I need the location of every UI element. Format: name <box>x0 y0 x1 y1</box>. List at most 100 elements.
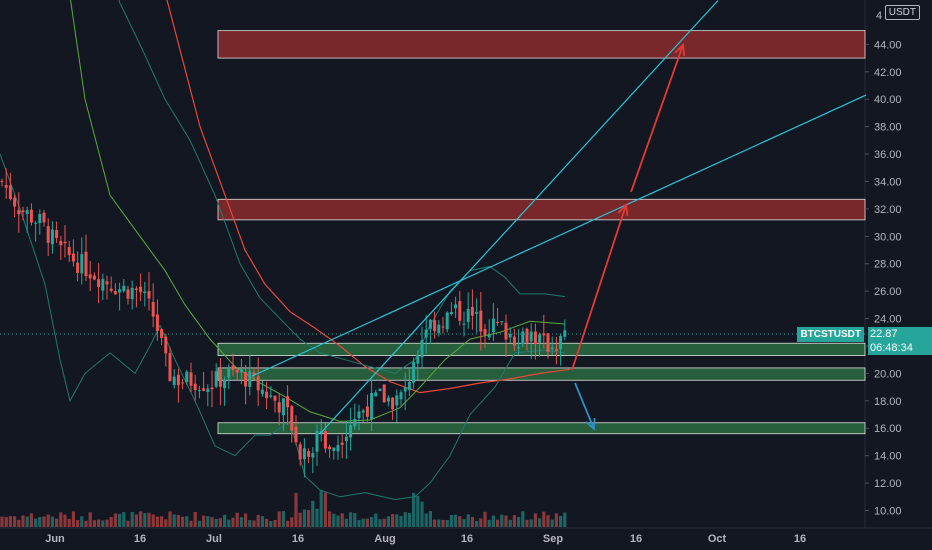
volume-bar <box>546 515 550 527</box>
volume-bar <box>298 512 302 527</box>
volume-bar <box>361 518 365 527</box>
x-tick-label: 16 <box>461 533 473 545</box>
volume-bar <box>164 519 168 527</box>
volume-bar <box>428 511 432 527</box>
candle-body <box>483 329 487 336</box>
candle-body <box>298 444 302 460</box>
volume-bar <box>441 519 445 527</box>
bollinger-middle <box>70 0 566 422</box>
candle-body <box>475 311 479 314</box>
candle-body <box>252 372 256 376</box>
candle-body <box>185 371 189 382</box>
volume-bar <box>559 515 563 527</box>
volume-bar <box>227 519 231 527</box>
trend-line-upper <box>319 0 719 435</box>
volume-bar <box>25 516 29 527</box>
volume-bar <box>504 515 508 527</box>
candle-body <box>13 197 17 207</box>
candle-body <box>239 369 243 373</box>
volume-bar <box>319 490 323 527</box>
candle-body <box>479 310 483 332</box>
volume-bar <box>433 519 437 527</box>
x-tick-label: Jul <box>206 533 222 545</box>
volume-bar <box>521 511 525 527</box>
volume-bar <box>202 515 206 527</box>
candle-body <box>323 431 327 449</box>
candle-body <box>248 371 252 387</box>
volume-bar <box>302 509 306 527</box>
volume-bar <box>97 519 101 527</box>
candle-body <box>63 241 67 244</box>
volume-bar <box>71 511 75 527</box>
arrow-up-to-32 <box>571 204 627 371</box>
volume-bar <box>42 516 46 527</box>
volume-bar <box>307 510 311 527</box>
volume-bar <box>332 513 336 527</box>
candle-body <box>365 406 369 417</box>
volume-bar <box>269 520 273 527</box>
volume-bar <box>395 514 399 527</box>
volume-bar <box>458 516 462 527</box>
candle-body <box>433 320 437 332</box>
time-axis[interactable]: Jun 16 Jul 16 Aug 16 Sep 16 Oct 16 <box>45 533 806 545</box>
volume-bar <box>391 513 395 527</box>
volume-bar <box>466 514 470 527</box>
volume-bar <box>437 519 441 527</box>
candle-body <box>517 347 521 349</box>
candle-body <box>214 371 218 387</box>
candle-body <box>424 329 428 338</box>
candle-body <box>416 356 420 364</box>
price-axis[interactable]: 44.00 42.00 40.00 38.00 36.00 34.00 32.00 30.00… <box>865 10 902 518</box>
volume-bar <box>370 517 374 527</box>
volume-bar <box>470 517 474 527</box>
candle-body <box>550 347 554 350</box>
candle-body <box>269 395 273 397</box>
volume-bar <box>349 512 353 527</box>
support-zone <box>217 367 866 381</box>
volume-bar <box>542 511 546 527</box>
candle-body <box>139 286 143 293</box>
candle-body <box>256 376 260 391</box>
candle-body <box>143 291 147 293</box>
arrow-up-to-44 <box>630 44 684 193</box>
volume-bar <box>63 514 67 527</box>
x-tick-label: 16 <box>630 533 642 545</box>
candle-body <box>38 214 42 224</box>
volume-bar <box>378 519 382 527</box>
y-tick-label: 34.00 <box>874 176 902 188</box>
candle-body <box>441 326 445 328</box>
x-tick-label: Sep <box>543 533 563 545</box>
volume-bar <box>554 513 558 527</box>
volume-bar <box>218 518 222 527</box>
grid <box>0 0 932 529</box>
candle-body <box>500 321 504 323</box>
candle-body <box>403 387 407 392</box>
candle-body <box>546 333 550 353</box>
volume-bar <box>168 511 172 527</box>
candle-body <box>395 395 399 406</box>
candle-body <box>504 322 508 340</box>
volume-bar <box>353 513 357 527</box>
candle-body <box>101 279 105 291</box>
candle-body <box>265 391 269 399</box>
candle-body <box>122 285 126 292</box>
volume-bar <box>113 513 117 527</box>
volume-bar <box>475 520 479 527</box>
candle-body <box>428 319 432 329</box>
candle-body <box>151 301 155 317</box>
indicators <box>0 0 571 501</box>
x-tick-label: 16 <box>134 533 146 545</box>
candle-body <box>374 392 378 397</box>
candle-body <box>206 388 210 393</box>
candle-body <box>525 328 529 343</box>
candle-body <box>59 240 63 246</box>
volume-bar <box>454 514 458 527</box>
x-tick-label: Oct <box>708 533 727 545</box>
candle-body <box>420 340 424 358</box>
volume-bar <box>88 512 92 527</box>
volume-bar <box>143 513 147 527</box>
volume-bar <box>55 518 59 527</box>
candle-body <box>290 406 294 431</box>
zones <box>217 30 866 435</box>
